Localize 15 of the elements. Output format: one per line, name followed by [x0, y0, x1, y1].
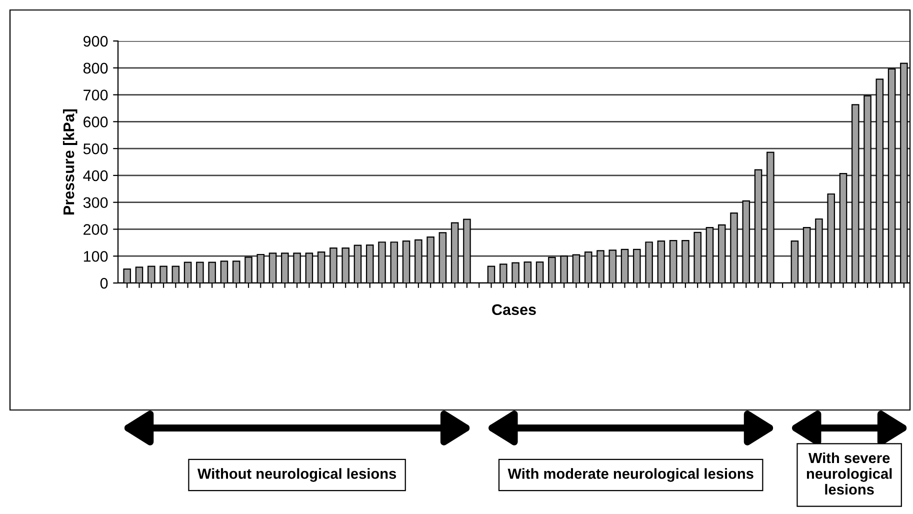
- y-tick-label: 300: [83, 197, 108, 208]
- y-tick-label: 200: [84, 224, 108, 235]
- y-tick-label: 700: [84, 90, 108, 100]
- text: Without neurological lesions: [197, 468, 396, 482]
- y-tick-label: 0: [100, 278, 108, 289]
- y-tick-label: 100: [84, 250, 108, 262]
- y-axis-title: Pressure [kPa]: [62, 109, 78, 214]
- y-tick-label: 400: [83, 170, 108, 182]
- x-axis-title: Cases: [492, 304, 536, 316]
- text: With moderate neurological lesions: [508, 468, 754, 482]
- y-tick-label: 900: [84, 36, 108, 47]
- y-tick-label: 600: [84, 116, 108, 128]
- y-tick-label: 500: [83, 143, 108, 154]
- y-tick-label: 800: [83, 62, 108, 74]
- text: With severe neurological lesions: [806, 452, 892, 495]
